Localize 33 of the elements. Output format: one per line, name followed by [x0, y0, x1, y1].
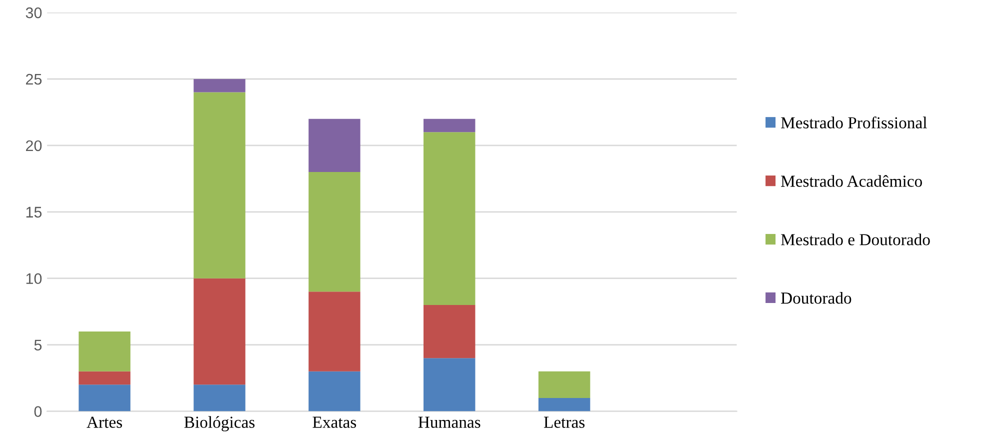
y-tick-label: 0 — [34, 406, 42, 417]
y-tick-label: 30 — [26, 7, 42, 18]
bar — [194, 92, 246, 278]
bar — [424, 118, 476, 132]
y-tick-label: 5 — [34, 340, 42, 350]
bar — [78, 384, 130, 412]
bar — [538, 398, 590, 412]
bar — [194, 78, 246, 92]
x-tick-label: Letras — [544, 416, 585, 428]
bar — [424, 358, 476, 412]
y-tick-label: 10 — [26, 273, 42, 284]
bar — [308, 172, 360, 292]
legend-label: Mestrado Profissional — [781, 116, 927, 128]
x-tick-label: Artes — [86, 416, 122, 428]
x-tick-label: Exatas — [312, 416, 356, 428]
bar — [308, 292, 360, 372]
bar — [194, 384, 246, 412]
x-tick-label: Humanas — [418, 416, 480, 428]
bar — [308, 371, 360, 412]
bar — [538, 371, 590, 398]
bar — [308, 118, 360, 172]
bar — [78, 371, 130, 385]
y-tick-label: 25 — [26, 74, 42, 85]
bar — [424, 132, 476, 305]
bar — [194, 278, 246, 385]
legend-label: Mestrado Acadêmico — [781, 175, 922, 187]
bar — [424, 304, 476, 358]
legend-label: Doutorado — [781, 292, 852, 304]
y-tick-label: 15 — [26, 206, 42, 218]
bar — [78, 332, 130, 372]
x-tick-label: Biológicas — [184, 416, 255, 432]
y-tick-label: 20 — [26, 140, 42, 152]
legend-label: Mestrado e Doutorado — [781, 234, 930, 246]
